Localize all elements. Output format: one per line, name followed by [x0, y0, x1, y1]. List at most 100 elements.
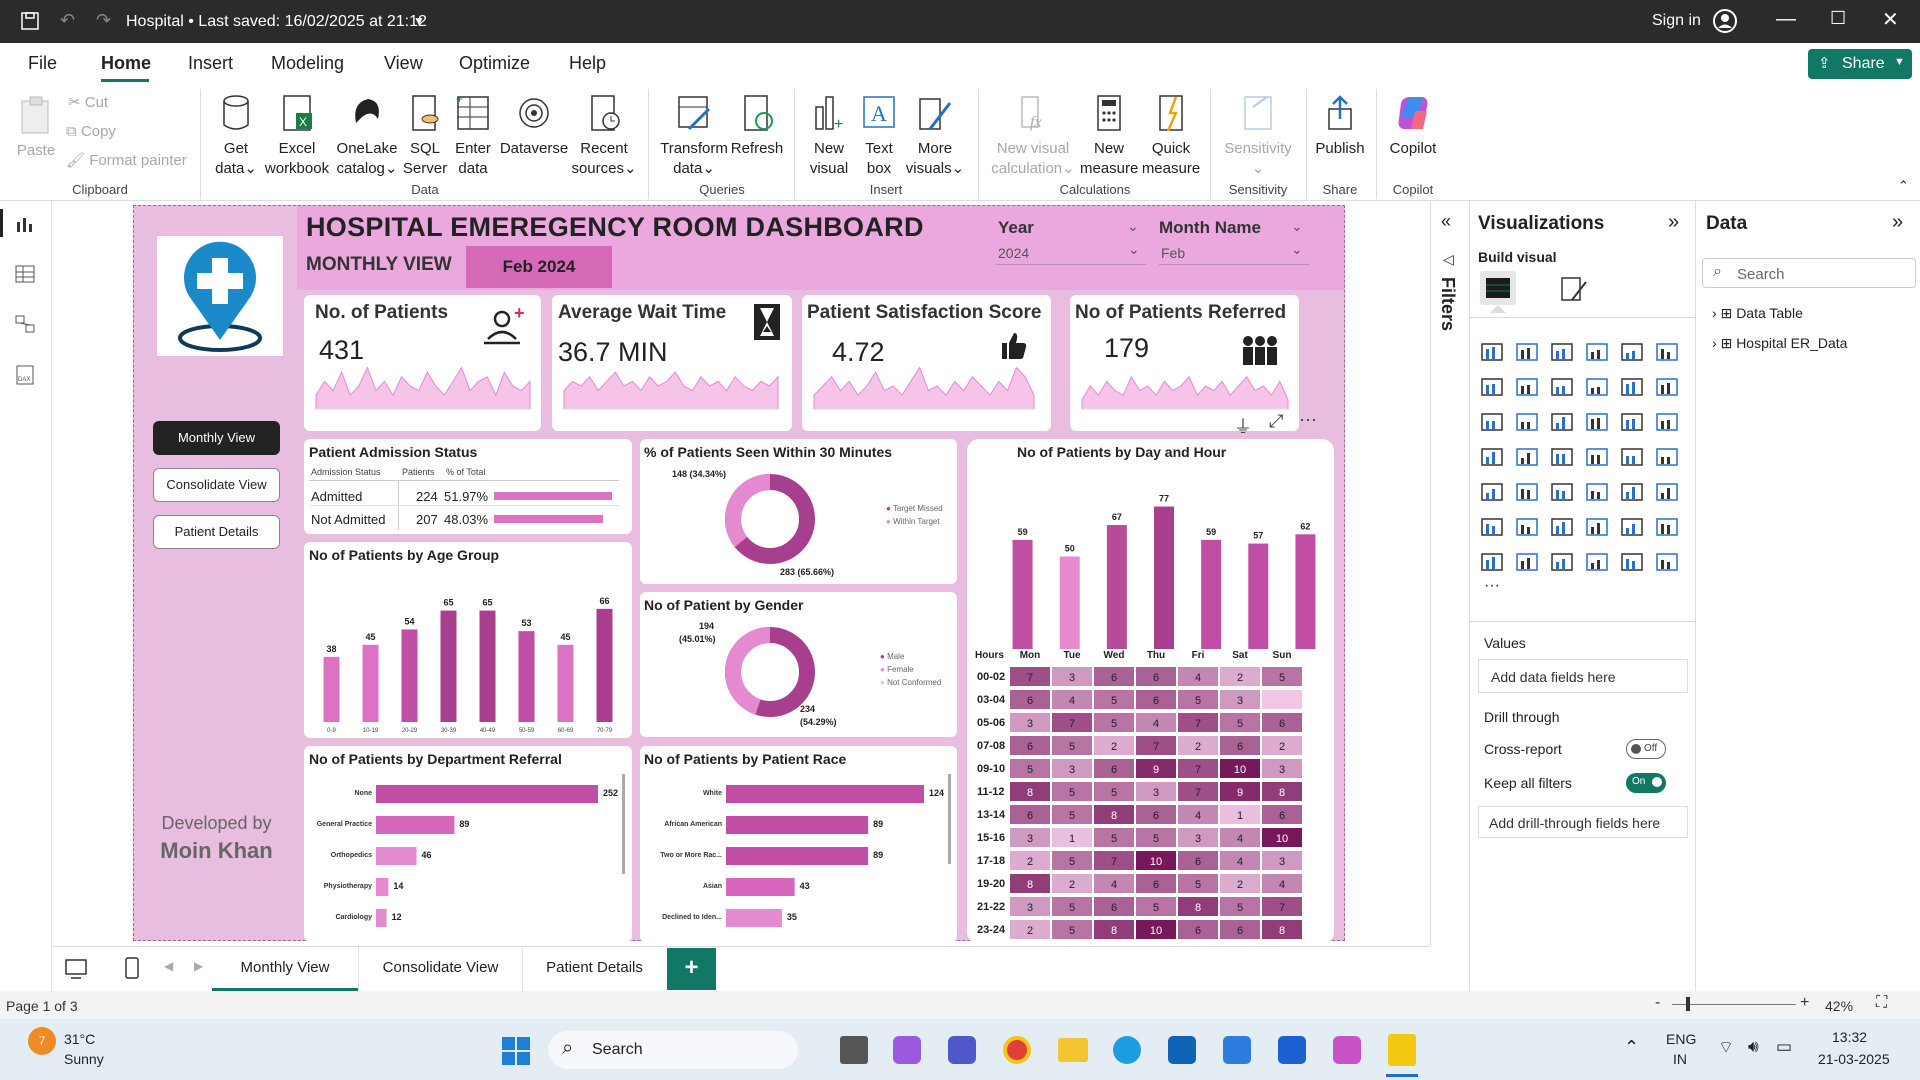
visual-type-icon[interactable]: [1655, 411, 1679, 433]
visual-type-icon[interactable]: [1515, 341, 1539, 363]
page-tab-consolidate[interactable]: Consolidate View: [358, 947, 522, 991]
weather-badge[interactable]: 7: [28, 1027, 56, 1055]
add-drill-fields-well[interactable]: Add drill-through fields here: [1478, 806, 1688, 838]
clock-time[interactable]: 13:32: [1832, 1029, 1868, 1045]
visual-type-icon[interactable]: [1515, 481, 1539, 503]
desktop-layout-icon[interactable]: [64, 958, 88, 980]
windows-start-icon[interactable]: [501, 1036, 531, 1066]
copilot-app-icon[interactable]: [893, 1036, 921, 1064]
new-visual-calculation-button[interactable]: fx New visual calculation⌄: [990, 93, 1076, 179]
patient-race-bar-chart[interactable]: No of Patients by Patient Race White 124 A…: [640, 746, 957, 942]
outlook-icon[interactable]: [1168, 1036, 1196, 1064]
new-measure-button[interactable]: New measure: [1080, 93, 1138, 179]
visual-type-icon[interactable]: [1515, 411, 1539, 433]
filter-icon[interactable]: ⏚: [1234, 417, 1252, 437]
visual-type-icon[interactable]: [1480, 411, 1504, 433]
visual-type-icon[interactable]: [1550, 446, 1574, 468]
kpi-card-referred[interactable]: No of Patients Referred 179: [1070, 295, 1299, 431]
visual-type-icon[interactable]: [1550, 516, 1574, 538]
visual-type-icon[interactable]: [1480, 481, 1504, 503]
region[interactable]: IN: [1673, 1051, 1687, 1067]
undo-icon[interactable]: ↶: [60, 10, 76, 30]
more-visuals-icon[interactable]: ···: [1484, 577, 1500, 594]
expand-icon[interactable]: «: [1441, 211, 1452, 231]
minimize-icon[interactable]: —: [1776, 8, 1796, 30]
save-icon[interactable]: [20, 11, 40, 31]
cross-report-toggle[interactable]: Off: [1626, 739, 1666, 759]
nav-monthly-view[interactable]: Monthly View: [153, 421, 280, 455]
visual-type-icon[interactable]: [1585, 341, 1609, 363]
menu-file[interactable]: File: [28, 53, 58, 73]
mobile-layout-icon[interactable]: [124, 956, 140, 980]
zoom-in-icon[interactable]: +: [1800, 994, 1810, 1011]
report-view-icon[interactable]: [14, 214, 36, 234]
collapse-icon[interactable]: »: [1668, 211, 1680, 233]
file-explorer-icon[interactable]: [1058, 1038, 1088, 1062]
build-visual-tab[interactable]: [1480, 271, 1516, 305]
visual-type-icon[interactable]: [1620, 411, 1644, 433]
visual-type-icon[interactable]: [1515, 551, 1539, 573]
visual-type-icon[interactable]: [1585, 481, 1609, 503]
refresh-button[interactable]: Refresh: [730, 93, 784, 159]
focus-mode-icon[interactable]: ⤢: [1269, 411, 1284, 431]
visual-type-icon[interactable]: [1655, 481, 1679, 503]
share-button[interactable]: ⇪ Share ▼: [1808, 49, 1912, 79]
collapse-icon[interactable]: »: [1892, 211, 1904, 233]
previous-page-icon[interactable]: ◀: [164, 959, 174, 973]
visual-type-icon[interactable]: [1550, 341, 1574, 363]
chevron-down-icon[interactable]: ⌄: [1291, 218, 1303, 234]
scrollbar[interactable]: [948, 774, 951, 864]
more-visuals-button[interactable]: More visuals⌄: [904, 93, 966, 179]
wifi-icon[interactable]: ⌔: [1718, 1038, 1734, 1057]
keep-filters-toggle[interactable]: On: [1626, 773, 1666, 793]
next-page-icon[interactable]: ▶: [194, 959, 204, 973]
publish-button[interactable]: Publish: [1314, 93, 1366, 159]
zoom-slider[interactable]: [1672, 1004, 1796, 1005]
store-icon[interactable]: [1223, 1036, 1251, 1064]
visual-type-icon[interactable]: [1550, 481, 1574, 503]
model-view-icon[interactable]: [14, 314, 36, 334]
new-visual-button[interactable]: + New visual: [806, 93, 852, 179]
teams-icon[interactable]: [948, 1036, 976, 1064]
visual-type-icon[interactable]: [1480, 551, 1504, 573]
filters-pane-collapsed[interactable]: « ◁ Filters: [1430, 201, 1469, 946]
fit-to-page-icon[interactable]: ⛶: [1876, 994, 1888, 1011]
menu-home[interactable]: Home: [101, 53, 152, 73]
redo-icon[interactable]: ↷: [96, 10, 112, 30]
battery-icon[interactable]: ▭: [1776, 1037, 1793, 1056]
excel-workbook-button[interactable]: X Excel workbook: [262, 93, 332, 179]
format-painter-button[interactable]: 🖌 Format painter: [66, 151, 187, 171]
task-view-icon[interactable]: [840, 1036, 868, 1064]
visual-type-icon[interactable]: [1585, 376, 1609, 398]
gender-donut-chart[interactable]: No of Patient by Gender 194 (45.01%) 234…: [640, 592, 957, 737]
visual-type-icon[interactable]: [1655, 376, 1679, 398]
menu-optimize[interactable]: Optimize: [459, 53, 531, 73]
visual-type-icon[interactable]: [1515, 516, 1539, 538]
menu-help[interactable]: Help: [569, 53, 607, 73]
cut-button[interactable]: ✂ Cut: [68, 93, 108, 113]
nav-patient-details[interactable]: Patient Details: [153, 515, 280, 549]
age-group-bar-chart[interactable]: No of Patients by Age Group 38 0-9 45 10-19…: [304, 542, 632, 738]
day-hour-chart[interactable]: No of Patients by Day and Hour 59 50 67 77 5…: [967, 439, 1334, 944]
menu-modeling[interactable]: Modeling: [271, 53, 345, 73]
zoom-slider-thumb[interactable]: [1686, 997, 1690, 1011]
chevron-up-icon[interactable]: ⌃: [1624, 1037, 1640, 1057]
scrollbar[interactable]: [622, 774, 625, 874]
table-item[interactable]: › ⊞ Hospital ER_Data: [1712, 335, 1847, 352]
edge-icon[interactable]: [1113, 1036, 1141, 1064]
visual-type-icon[interactable]: [1620, 376, 1644, 398]
transform-data-button[interactable]: Transform data⌄: [656, 93, 732, 179]
visual-type-icon[interactable]: [1585, 551, 1609, 573]
zoom-out-icon[interactable]: -: [1655, 994, 1661, 1011]
maximize-icon[interactable]: ☐: [1830, 8, 1847, 28]
visual-type-icon[interactable]: [1655, 551, 1679, 573]
page-tab-patient-details[interactable]: Patient Details: [522, 947, 666, 991]
month-slicer[interactable]: Feb ⌄: [1159, 241, 1309, 265]
kpi-card-wait-time[interactable]: Average Wait Time 36.7 MIN: [552, 295, 792, 431]
visual-type-icon[interactable]: [1620, 446, 1644, 468]
visual-type-icon[interactable]: [1480, 341, 1504, 363]
visual-type-icon[interactable]: [1550, 376, 1574, 398]
visual-type-icon[interactable]: [1620, 481, 1644, 503]
clock-date[interactable]: 21-03-2025: [1818, 1051, 1890, 1067]
menu-insert[interactable]: Insert: [188, 53, 234, 73]
